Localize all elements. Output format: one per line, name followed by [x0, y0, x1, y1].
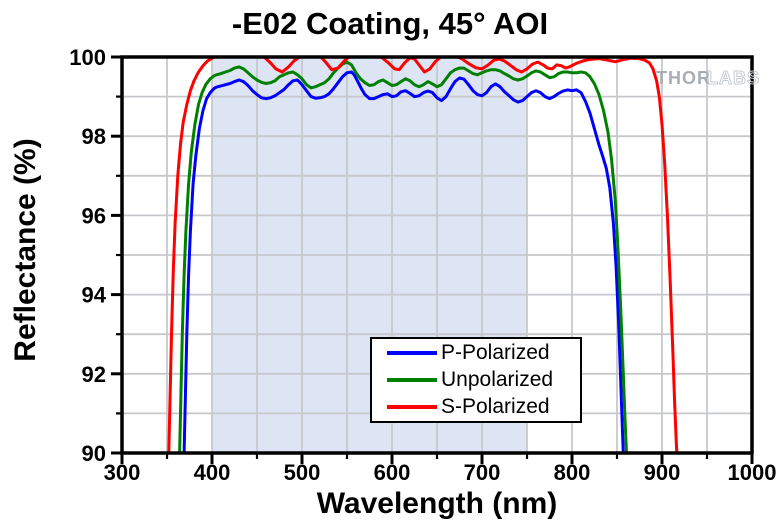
y-tick-label: 90 [82, 441, 106, 466]
legend-label: P-Polarized [441, 341, 550, 364]
legend-item-p-polarized: P-Polarized [387, 340, 580, 367]
curve-s-polarized [167, 58, 679, 452]
x-tick-label: 400 [194, 460, 231, 485]
axis-ticks [111, 55, 754, 464]
x-tick-label: 300 [104, 460, 141, 485]
curve-unpolarized [178, 60, 628, 452]
y-tick-label: 98 [82, 124, 106, 149]
y-axis-title: Reflectance (%) [9, 138, 42, 362]
data-curves [167, 58, 679, 452]
tick-labels: 300 400 500 600 700 800 900 1000 90 92 94 96 98 100 [69, 45, 776, 485]
y-tick-label: 92 [82, 362, 106, 387]
watermark: THOR LABS [656, 68, 760, 89]
watermark-labs: LABS [707, 68, 760, 88]
x-tick-label: 800 [554, 460, 591, 485]
y-tick-label: 94 [82, 283, 107, 308]
legend-line-s-polarized [387, 405, 437, 409]
y-tick-label: 100 [69, 45, 106, 70]
chart-title: -E02 Coating, 45° AOI [231, 6, 549, 41]
watermark-thor: THOR [656, 68, 711, 88]
x-tick-label: 900 [644, 460, 681, 485]
legend-line-unpolarized [387, 378, 437, 382]
legend-line-p-polarized [387, 351, 437, 355]
curve-p-polarized [182, 70, 625, 452]
legend-label: S-Polarized [441, 395, 550, 418]
legend-label: Unpolarized [441, 368, 554, 391]
x-tick-label: 700 [464, 460, 501, 485]
x-tick-label: 1000 [728, 460, 777, 485]
x-tick-label: 600 [374, 460, 411, 485]
legend-item-s-polarized: S-Polarized [387, 394, 580, 421]
legend: P-Polarized Unpolarized S-Polarized [370, 337, 582, 423]
y-tick-label: 96 [82, 203, 106, 228]
x-tick-label: 500 [284, 460, 321, 485]
legend-item-unpolarized: Unpolarized [387, 367, 580, 394]
x-axis-title: Wavelength (nm) [316, 487, 558, 520]
